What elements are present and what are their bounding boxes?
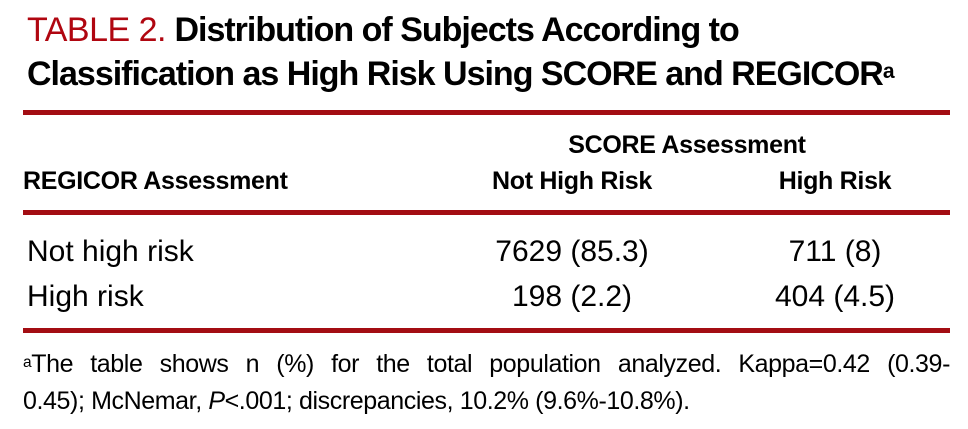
table-title: TABLE 2. Distribution of Subjects Accord… <box>23 8 950 96</box>
top-rule-divider <box>23 110 950 115</box>
title-line1: Distribution of Subjects According to <box>174 11 739 49</box>
stub-header-regicor-assessment: REGICOR Assessment <box>23 167 288 195</box>
table-container: TABLE 2. Distribution of Subjects Accord… <box>23 8 950 420</box>
footnote-line2: 0.45); McNemar, P<.001; discrepancies, 1… <box>23 383 950 420</box>
data-cell: 7629 (85.3) <box>495 235 649 268</box>
data-cell: 198 (2.2) <box>511 280 633 313</box>
title-footnote-marker: a <box>882 60 895 83</box>
footnote-p-italic: P <box>208 387 225 415</box>
row-label: Not high risk <box>27 235 194 268</box>
table-row: Not high risk 7629 (85.3) 711 (8) <box>23 229 950 274</box>
data-cell: 404 (4.5) <box>774 280 896 313</box>
spanner-header-score-assessment: SCORE Assessment <box>568 131 806 159</box>
footnote-marker: a <box>23 354 32 371</box>
column-header-high-risk: High Risk <box>778 167 892 195</box>
footnote-text-post: <.001; discrepancies, 10.2% (9.6%-10.8%)… <box>224 387 691 415</box>
table-footnote: aThe table shows n (%) for the total pop… <box>23 346 950 420</box>
title-line2: Classification as High Risk Using SCORE … <box>27 55 884 93</box>
column-header-row: REGICOR Assessment Not High Risk High Ri… <box>23 160 950 196</box>
column-header-not-high-risk: Not High Risk <box>492 167 652 195</box>
data-cell: 711 (8) <box>788 235 882 268</box>
footnote-line1: aThe table shows n (%) for the total pop… <box>23 346 950 383</box>
middle-rule-divider <box>23 210 950 215</box>
footnote-text-pre: 0.45); McNemar, <box>23 387 209 415</box>
table-row: High risk 198 (2.2) 404 (4.5) <box>23 274 950 319</box>
table-header: SCORE Assessment REGICOR Assessment Not … <box>23 115 950 210</box>
table-number-label: TABLE 2. <box>27 11 167 49</box>
spanner-row: SCORE Assessment <box>23 130 950 160</box>
footnote-text-line1: The table shows n (%) for the total popu… <box>31 350 950 378</box>
table-body: Not high risk 7629 (85.3) 711 (8) High r… <box>23 215 950 328</box>
bottom-rule-divider <box>23 328 950 333</box>
row-label: High risk <box>27 280 144 313</box>
